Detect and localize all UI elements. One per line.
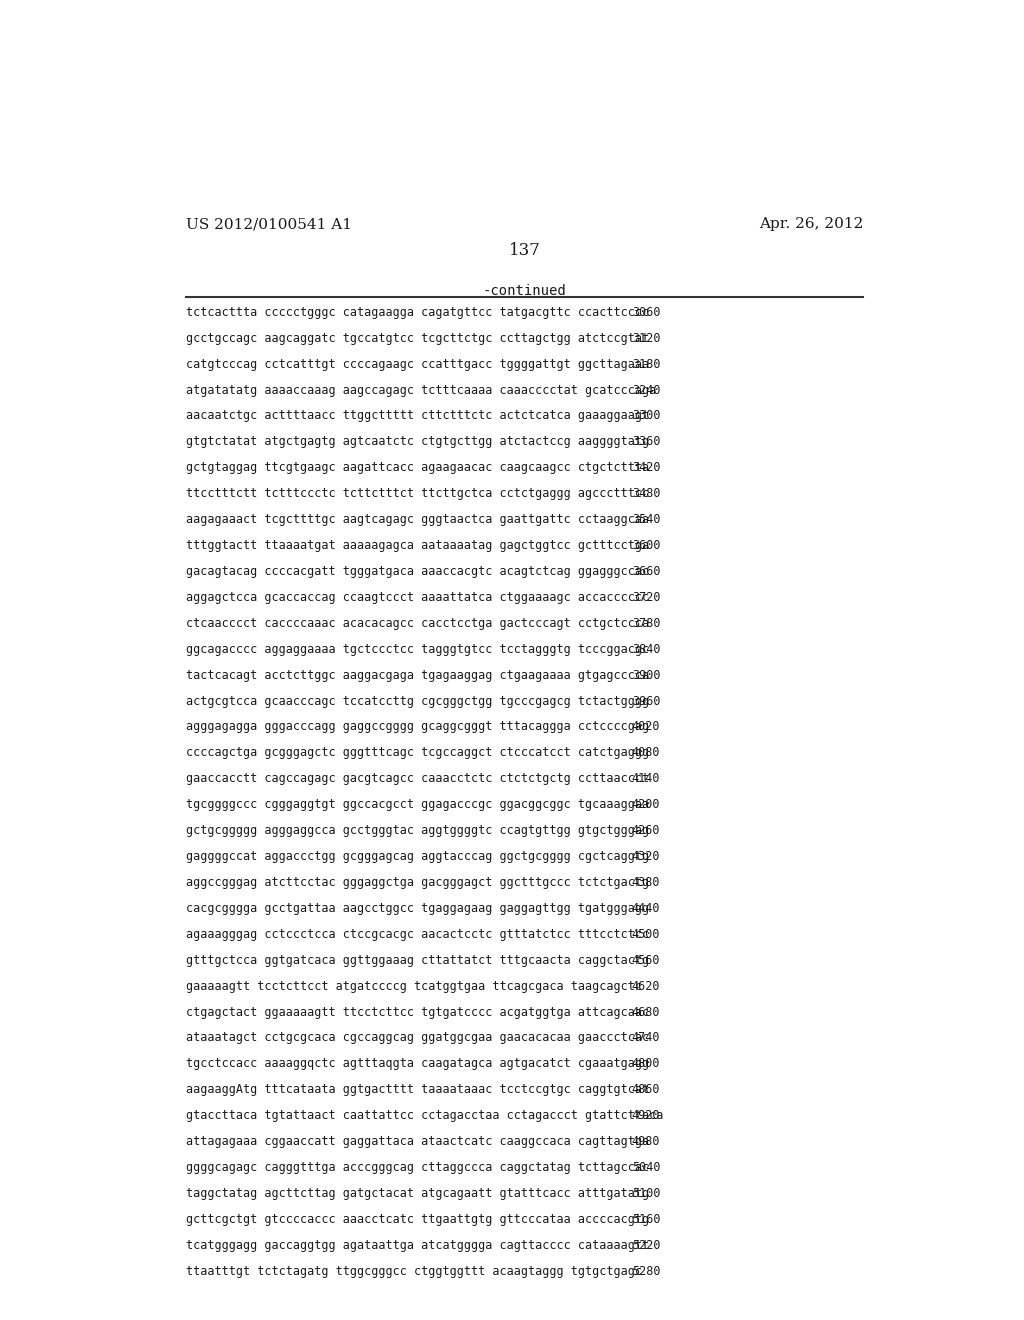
Text: 3780: 3780: [632, 616, 660, 630]
Text: 4320: 4320: [632, 850, 660, 863]
Text: gcttcgctgt gtccccaccc aaacctcatc ttgaattgtg gttcccataa accccacgtg: gcttcgctgt gtccccaccc aaacctcatc ttgaatt…: [186, 1213, 649, 1226]
Text: tgcctccacc aaaaggqctc agtttaqgta caagatagca agtgacatct cgaaatgagg: tgcctccacc aaaaggqctc agtttaqgta caagata…: [186, 1057, 649, 1071]
Text: 3540: 3540: [632, 513, 660, 527]
Text: 4740: 4740: [632, 1031, 660, 1044]
Text: ccccagctga gcgggagctc gggtttcagc tcgccaggct ctcccatcct catctgaggg: ccccagctga gcgggagctc gggtttcagc tcgccag…: [186, 746, 649, 759]
Text: 3840: 3840: [632, 643, 660, 656]
Text: US 2012/0100541 A1: US 2012/0100541 A1: [186, 218, 352, 231]
Text: gtgtctatat atgctgagtg agtcaatctc ctgtgcttgg atctactccg aaggggtatg: gtgtctatat atgctgagtg agtcaatctc ctgtgct…: [186, 436, 649, 449]
Text: cacgcgggga gcctgattaa aagcctggcc tgaggagaag gaggagttgg tgatgggagg: cacgcgggga gcctgattaa aagcctggcc tgaggag…: [186, 902, 649, 915]
Text: 5280: 5280: [632, 1265, 660, 1278]
Text: ggggcagagc cagggtttga acccgggcag cttaggccca caggctatag tcttagccac: ggggcagagc cagggtttga acccgggcag cttaggc…: [186, 1162, 649, 1173]
Text: 4560: 4560: [632, 954, 660, 966]
Text: 3360: 3360: [632, 436, 660, 449]
Text: gctgcggggg agggaggcca gcctgggtac aggtggggtc ccagtgttgg gtgctgggag: gctgcggggg agggaggcca gcctgggtac aggtggg…: [186, 824, 649, 837]
Text: ttaatttgt tctctagatg ttggcgggcc ctggtggttt acaagtaggg tgtgctgagc: ttaatttgt tctctagatg ttggcgggcc ctggtggt…: [186, 1265, 642, 1278]
Text: 3480: 3480: [632, 487, 660, 500]
Text: 3900: 3900: [632, 669, 660, 681]
Text: taggctatag agcttcttag gatgctacat atgcagaatt gtatttcacc atttgatatg: taggctatag agcttcttag gatgctacat atgcaga…: [186, 1187, 649, 1200]
Text: 3420: 3420: [632, 461, 660, 474]
Text: agaaagggag cctccctcca ctccgcacgc aacactcctc gtttatctcc tttcctctcc: agaaagggag cctccctcca ctccgcacgc aacactc…: [186, 928, 649, 941]
Text: gaaaaagtt tcctcttcct atgatccccg tcatggtgaa ttcagcgaca taagcagctc: gaaaaagtt tcctcttcct atgatccccg tcatggtg…: [186, 979, 642, 993]
Text: -continued: -continued: [483, 284, 566, 298]
Text: 3060: 3060: [632, 306, 660, 318]
Text: ggcagacccc aggaggaaaa tgctccctcc tagggtgtcc tcctagggtg tcccggacgc: ggcagacccc aggaggaaaa tgctccctcc tagggtg…: [186, 643, 649, 656]
Text: 4500: 4500: [632, 928, 660, 941]
Text: 4260: 4260: [632, 824, 660, 837]
Text: gtaccttaca tgtattaact caattattcc cctagacctaa cctagaccct gtattcttaca: gtaccttaca tgtattaact caattattcc cctagac…: [186, 1109, 664, 1122]
Text: 4200: 4200: [632, 799, 660, 812]
Text: attagagaaa cggaaccatt gaggattaca ataactcatc caaggccaca cagttagtga: attagagaaa cggaaccatt gaggattaca ataactc…: [186, 1135, 649, 1148]
Text: tgcggggccc cgggaggtgt ggccacgcct ggagacccgc ggacggcggc tgcaaaggaa: tgcggggccc cgggaggtgt ggccacgcct ggagacc…: [186, 799, 649, 812]
Text: tctcacttta ccccctgggc catagaagga cagatgttcc tatgacgttc ccacttcccc: tctcacttta ccccctgggc catagaagga cagatgt…: [186, 306, 649, 318]
Text: 4140: 4140: [632, 772, 660, 785]
Text: 3240: 3240: [632, 384, 660, 396]
Text: catgtcccag cctcatttgt ccccagaagc ccatttgacc tggggattgt ggcttagaaa: catgtcccag cctcatttgt ccccagaagc ccatttg…: [186, 358, 649, 371]
Text: tactcacagt acctcttggc aaggacgaga tgagaaggag ctgaagaaaa gtgagcccca: tactcacagt acctcttggc aaggacgaga tgagaag…: [186, 669, 649, 681]
Text: aagagaaact tcgcttttgc aagtcagagc gggtaactca gaattgattc cctaaggcaa: aagagaaact tcgcttttgc aagtcagagc gggtaac…: [186, 513, 649, 527]
Text: ttcctttctt tctttccctc tcttctttct ttcttgctca cctctgaggg agccctttcc: ttcctttctt tctttccctc tcttctttct ttcttgc…: [186, 487, 649, 500]
Text: 3600: 3600: [632, 539, 660, 552]
Text: 4800: 4800: [632, 1057, 660, 1071]
Text: agggagagga gggacccagg gaggccgggg gcaggcgggt tttacaggga cctccccgag: agggagagga gggacccagg gaggccgggg gcaggcg…: [186, 721, 649, 734]
Text: actgcgtcca gcaacccagc tccatccttg cgcgggctgg tgcccgagcg tctactgggg: actgcgtcca gcaacccagc tccatccttg cgcgggc…: [186, 694, 649, 708]
Text: 4680: 4680: [632, 1006, 660, 1019]
Text: 4620: 4620: [632, 979, 660, 993]
Text: tttggtactt ttaaaatgat aaaaagagca aataaaatag gagctggtcc gctttcctga: tttggtactt ttaaaatgat aaaaagagca aataaaa…: [186, 539, 649, 552]
Text: gctgtaggag ttcgtgaagc aagattcacc agaagaacac caagcaagcc ctgctcttta: gctgtaggag ttcgtgaagc aagattcacc agaagaa…: [186, 461, 649, 474]
Text: aagaaggAtg tttcataata ggtgactttt taaaataaac tcctccgtgc caggtgtcat: aagaaggAtg tttcataata ggtgactttt taaaata…: [186, 1084, 649, 1097]
Text: 4440: 4440: [632, 902, 660, 915]
Text: 3660: 3660: [632, 565, 660, 578]
Text: gaggggccat aggaccctgg gcgggagcag aggtacccag ggctgcgggg cgctcaggtg: gaggggccat aggaccctgg gcgggagcag aggtacc…: [186, 850, 649, 863]
Text: gcctgccagc aagcaggatc tgccatgtcc tcgcttctgc ccttagctgg atctccgtat: gcctgccagc aagcaggatc tgccatgtcc tcgcttc…: [186, 331, 649, 345]
Text: atgatatatg aaaaccaaag aagccagagc tctttcaaaa caaacccctat gcatcccaga: atgatatatg aaaaccaaag aagccagagc tctttca…: [186, 384, 656, 396]
Text: Apr. 26, 2012: Apr. 26, 2012: [759, 218, 863, 231]
Text: 3720: 3720: [632, 591, 660, 603]
Text: 5220: 5220: [632, 1239, 660, 1251]
Text: ataaatagct cctgcgcaca cgccaggcag ggatggcgaa gaacacacaa gaaccctcac: ataaatagct cctgcgcaca cgccaggcag ggatggc…: [186, 1031, 649, 1044]
Text: 4020: 4020: [632, 721, 660, 734]
Text: 4860: 4860: [632, 1084, 660, 1097]
Text: 4920: 4920: [632, 1109, 660, 1122]
Text: 5160: 5160: [632, 1213, 660, 1226]
Text: aggagctcca gcaccaccag ccaagtccct aaaattatca ctggaaaagc accacccccc: aggagctcca gcaccaccag ccaagtccct aaaatta…: [186, 591, 649, 603]
Text: gacagtacag ccccacgatt tgggatgaca aaaccacgtc acagtctcag ggagggccac: gacagtacag ccccacgatt tgggatgaca aaaccac…: [186, 565, 649, 578]
Text: 4980: 4980: [632, 1135, 660, 1148]
Text: 3120: 3120: [632, 331, 660, 345]
Text: tcatgggagg gaccaggtgg agataattga atcatgggga cagttacccc cataaaagtt: tcatgggagg gaccaggtgg agataattga atcatgg…: [186, 1239, 649, 1251]
Text: gtttgctcca ggtgatcaca ggttggaaag cttattatct tttgcaacta caggctactg: gtttgctcca ggtgatcaca ggttggaaag cttatta…: [186, 954, 649, 966]
Text: 5040: 5040: [632, 1162, 660, 1173]
Text: aacaatctgc acttttaacc ttggcttttt cttctttctc actctcatca gaaaggaagt: aacaatctgc acttttaacc ttggcttttt cttcttt…: [186, 409, 649, 422]
Text: 3960: 3960: [632, 694, 660, 708]
Text: 3300: 3300: [632, 409, 660, 422]
Text: 3180: 3180: [632, 358, 660, 371]
Text: ctgagctact ggaaaaagtt ttcctcttcc tgtgatcccc acgatggtga attcagcaac: ctgagctact ggaaaaagtt ttcctcttcc tgtgatc…: [186, 1006, 649, 1019]
Text: aggccgggag atcttcctac gggaggctga gacgggagct ggctttgccc tctctgactg: aggccgggag atcttcctac gggaggctga gacggga…: [186, 876, 649, 888]
Text: 5100: 5100: [632, 1187, 660, 1200]
Text: 4380: 4380: [632, 876, 660, 888]
Text: 4080: 4080: [632, 746, 660, 759]
Text: ctcaacccct caccccaaac acacacagcc cacctcctga gactcccagt cctgctccca: ctcaacccct caccccaaac acacacagcc cacctcc…: [186, 616, 649, 630]
Text: gaaccacctt cagccagagc gacgtcagcc caaacctctc ctctctgctg ccttaaccct: gaaccacctt cagccagagc gacgtcagcc caaacct…: [186, 772, 649, 785]
Text: 137: 137: [509, 242, 541, 259]
